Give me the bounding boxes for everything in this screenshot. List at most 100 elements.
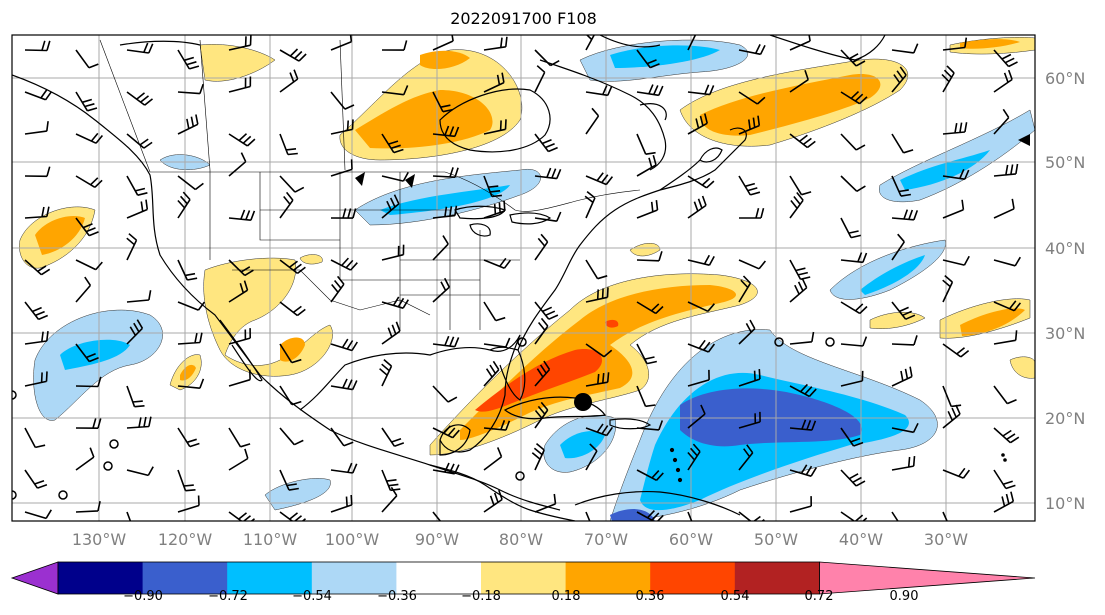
wind-barb <box>432 385 458 403</box>
wind-barb <box>330 427 354 447</box>
wind-barb <box>891 43 919 54</box>
wind-barb <box>840 49 866 67</box>
colorbar <box>10 561 1036 595</box>
open-circle-marker <box>825 337 835 347</box>
wind-barb <box>789 496 812 513</box>
wind-barb <box>942 255 970 266</box>
wind-barb <box>840 175 866 192</box>
wind-barb <box>993 49 1018 68</box>
wind-barb <box>942 122 968 135</box>
wind-barb <box>432 335 460 348</box>
wind-barb <box>279 469 299 491</box>
wind-barb <box>636 154 657 177</box>
colorbar-segment <box>565 562 651 594</box>
wind-barb <box>534 401 549 429</box>
wind-barb <box>279 301 306 317</box>
wind-barb <box>942 199 965 219</box>
wind-barb <box>24 166 51 178</box>
wind-barb <box>126 42 154 54</box>
wind-barb <box>126 385 145 408</box>
wind-barb <box>228 259 254 277</box>
wind-barb <box>585 35 596 51</box>
wind-barb <box>636 84 664 97</box>
wind-barb <box>432 91 453 113</box>
wind-barb <box>330 35 353 51</box>
wind-barb <box>483 119 507 135</box>
wind-barb <box>483 200 506 219</box>
coastlines <box>12 35 1007 521</box>
wind-barb <box>483 337 511 348</box>
wind-barb <box>636 251 663 262</box>
wind-barb <box>534 167 562 180</box>
colorbar-label: −0.72 <box>208 589 248 604</box>
wind-barb <box>75 217 99 237</box>
map-frame <box>11 34 1036 522</box>
wind-barb <box>585 287 609 303</box>
wind-barb <box>840 91 868 105</box>
open-circle-marker <box>58 490 68 500</box>
wind-barb <box>126 91 153 106</box>
wind-barb <box>534 301 559 320</box>
wind-barb <box>891 511 899 521</box>
wind-barb <box>381 244 405 261</box>
wind-barb <box>24 259 51 276</box>
wind-barb <box>24 331 49 345</box>
wind-barb <box>126 199 149 219</box>
wind-barb <box>432 35 454 51</box>
wind-barb <box>126 319 144 345</box>
wind-barb <box>738 444 754 471</box>
wind-barb <box>381 194 400 219</box>
wind-barb <box>738 319 756 345</box>
wind-barb <box>177 378 205 389</box>
wind-barb <box>177 469 196 492</box>
wind-barb <box>483 360 500 387</box>
wind-barb <box>636 469 664 482</box>
wind-barb <box>75 49 99 69</box>
wind-barb <box>687 404 706 429</box>
wind-barb <box>993 427 1020 444</box>
wind-barb <box>177 191 191 219</box>
wind-barb <box>840 469 866 487</box>
wind-barb <box>891 209 919 221</box>
wind-barb <box>534 211 562 222</box>
wind-barb <box>534 233 549 261</box>
wind-barb <box>534 360 551 387</box>
wind-barb <box>381 469 401 492</box>
wind-barb <box>330 91 355 110</box>
colorbar-frame <box>57 561 820 595</box>
wind-barb <box>381 40 408 51</box>
wind-barb <box>75 376 102 388</box>
wind-barb <box>687 443 701 471</box>
wind-barb <box>126 466 154 477</box>
wind-barb <box>177 427 200 448</box>
wind-barb <box>177 83 204 95</box>
wind-barb <box>279 69 299 93</box>
wind-barb <box>942 168 970 180</box>
colorbar-label: −0.18 <box>461 589 501 604</box>
wind-barb <box>840 427 864 447</box>
wind-barb <box>789 35 811 51</box>
colorbar-label: 0.72 <box>805 589 834 604</box>
latitude-label: 50°N <box>1045 153 1085 172</box>
latitude-label: 40°N <box>1045 239 1085 258</box>
wind-barb <box>738 411 761 429</box>
wind-barb <box>75 132 104 144</box>
wind-barb <box>585 343 613 358</box>
wind-barb <box>891 301 916 320</box>
wind-barb <box>687 113 708 135</box>
wind-barb <box>75 418 102 429</box>
latitude-label: 60°N <box>1045 69 1085 88</box>
longitude-label: 120°W <box>158 530 213 549</box>
longitude-label: 110°W <box>243 530 298 549</box>
wind-barb <box>381 85 409 96</box>
wind-barb <box>687 301 716 313</box>
wind-barb <box>585 107 600 135</box>
storm-center-marker <box>574 393 592 411</box>
wind-barb <box>687 175 715 189</box>
colorbar-segment <box>311 562 397 594</box>
wind-barb <box>840 217 861 239</box>
wind-barb <box>534 65 546 93</box>
wind-barb <box>789 383 817 398</box>
latitude-label: 30°N <box>1045 324 1085 343</box>
